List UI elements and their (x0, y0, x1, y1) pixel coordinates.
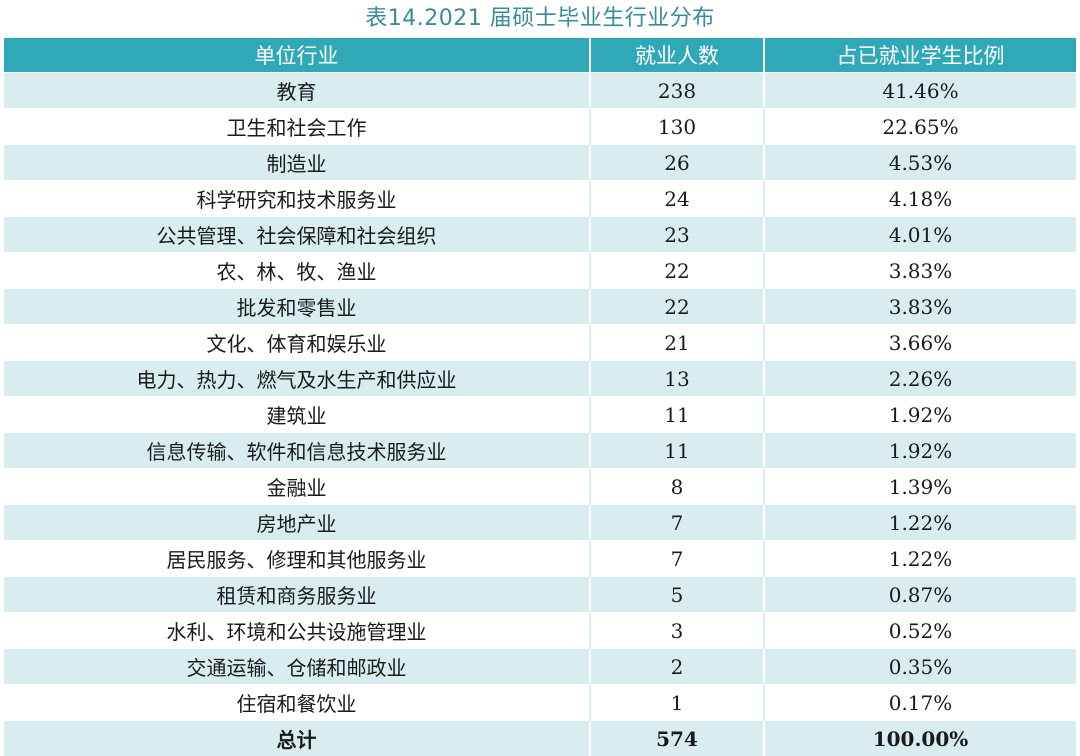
cell-industry: 农、林、牧、渔业 (4, 253, 590, 289)
cell-count: 2 (590, 649, 764, 685)
cell-industry: 住宿和餐饮业 (4, 685, 590, 721)
cell-percentage: 22.65% (764, 109, 1076, 145)
cell-count: 7 (590, 541, 764, 577)
cell-industry: 金融业 (4, 469, 590, 505)
cell-percentage: 1.22% (764, 505, 1076, 541)
cell-count: 238 (590, 73, 764, 109)
cell-count: 5 (590, 577, 764, 613)
cell-count: 21 (590, 325, 764, 361)
cell-industry: 交通运输、仓储和邮政业 (4, 649, 590, 685)
cell-percentage: 0.17% (764, 685, 1076, 721)
cell-count: 1 (590, 685, 764, 721)
cell-count: 24 (590, 181, 764, 217)
cell-percentage: 3.83% (764, 289, 1076, 325)
cell-industry: 房地产业 (4, 505, 590, 541)
cell-count: 22 (590, 253, 764, 289)
cell-industry: 电力、热力、燃气及水生产和供应业 (4, 361, 590, 397)
cell-count: 130 (590, 109, 764, 145)
cell-percentage: 0.87% (764, 577, 1076, 613)
cell-percentage: 2.26% (764, 361, 1076, 397)
cell-count: 574 (590, 721, 764, 756)
cell-industry: 公共管理、社会保障和社会组织 (4, 217, 590, 253)
cell-percentage: 41.46% (764, 73, 1076, 109)
cell-percentage: 1.92% (764, 397, 1076, 433)
cell-industry: 居民服务、修理和其他服务业 (4, 541, 590, 577)
cell-percentage: 1.22% (764, 541, 1076, 577)
cell-industry: 建筑业 (4, 397, 590, 433)
cell-percentage: 4.18% (764, 181, 1076, 217)
cell-count: 8 (590, 469, 764, 505)
cell-industry: 总计 (4, 721, 590, 756)
cell-industry: 科学研究和技术服务业 (4, 181, 590, 217)
cell-industry: 教育 (4, 73, 590, 109)
cell-count: 11 (590, 433, 764, 469)
cell-industry: 租赁和商务服务业 (4, 577, 590, 613)
column-header-industry: 单位行业 (4, 38, 590, 73)
cell-percentage: 3.83% (764, 253, 1076, 289)
cell-percentage: 0.35% (764, 649, 1076, 685)
cell-count: 23 (590, 217, 764, 253)
cell-percentage: 100.00% (764, 721, 1076, 756)
cell-count: 26 (590, 145, 764, 181)
table-caption: 表14.2021 届硕士毕业生行业分布 (0, 2, 1080, 36)
column-header-count: 就业人数 (590, 38, 764, 73)
cell-percentage: 1.39% (764, 469, 1076, 505)
table-header-row: 单位行业 就业人数 占已就业学生比例 (4, 38, 1076, 73)
cell-count: 13 (590, 361, 764, 397)
cell-percentage: 4.01% (764, 217, 1076, 253)
cell-industry: 制造业 (4, 145, 590, 181)
cell-industry: 文化、体育和娱乐业 (4, 325, 590, 361)
cell-count: 7 (590, 505, 764, 541)
cell-industry: 批发和零售业 (4, 289, 590, 325)
column-header-percentage: 占已就业学生比例 (764, 38, 1076, 73)
cell-count: 11 (590, 397, 764, 433)
cell-percentage: 3.66% (764, 325, 1076, 361)
cell-count: 3 (590, 613, 764, 649)
cell-industry: 水利、环境和公共设施管理业 (4, 613, 590, 649)
cell-percentage: 4.53% (764, 145, 1076, 181)
cell-percentage: 1.92% (764, 433, 1076, 469)
cell-count: 22 (590, 289, 764, 325)
cell-industry: 卫生和社会工作 (4, 109, 590, 145)
cell-percentage: 0.52% (764, 613, 1076, 649)
cell-industry: 信息传输、软件和信息技术服务业 (4, 433, 590, 469)
